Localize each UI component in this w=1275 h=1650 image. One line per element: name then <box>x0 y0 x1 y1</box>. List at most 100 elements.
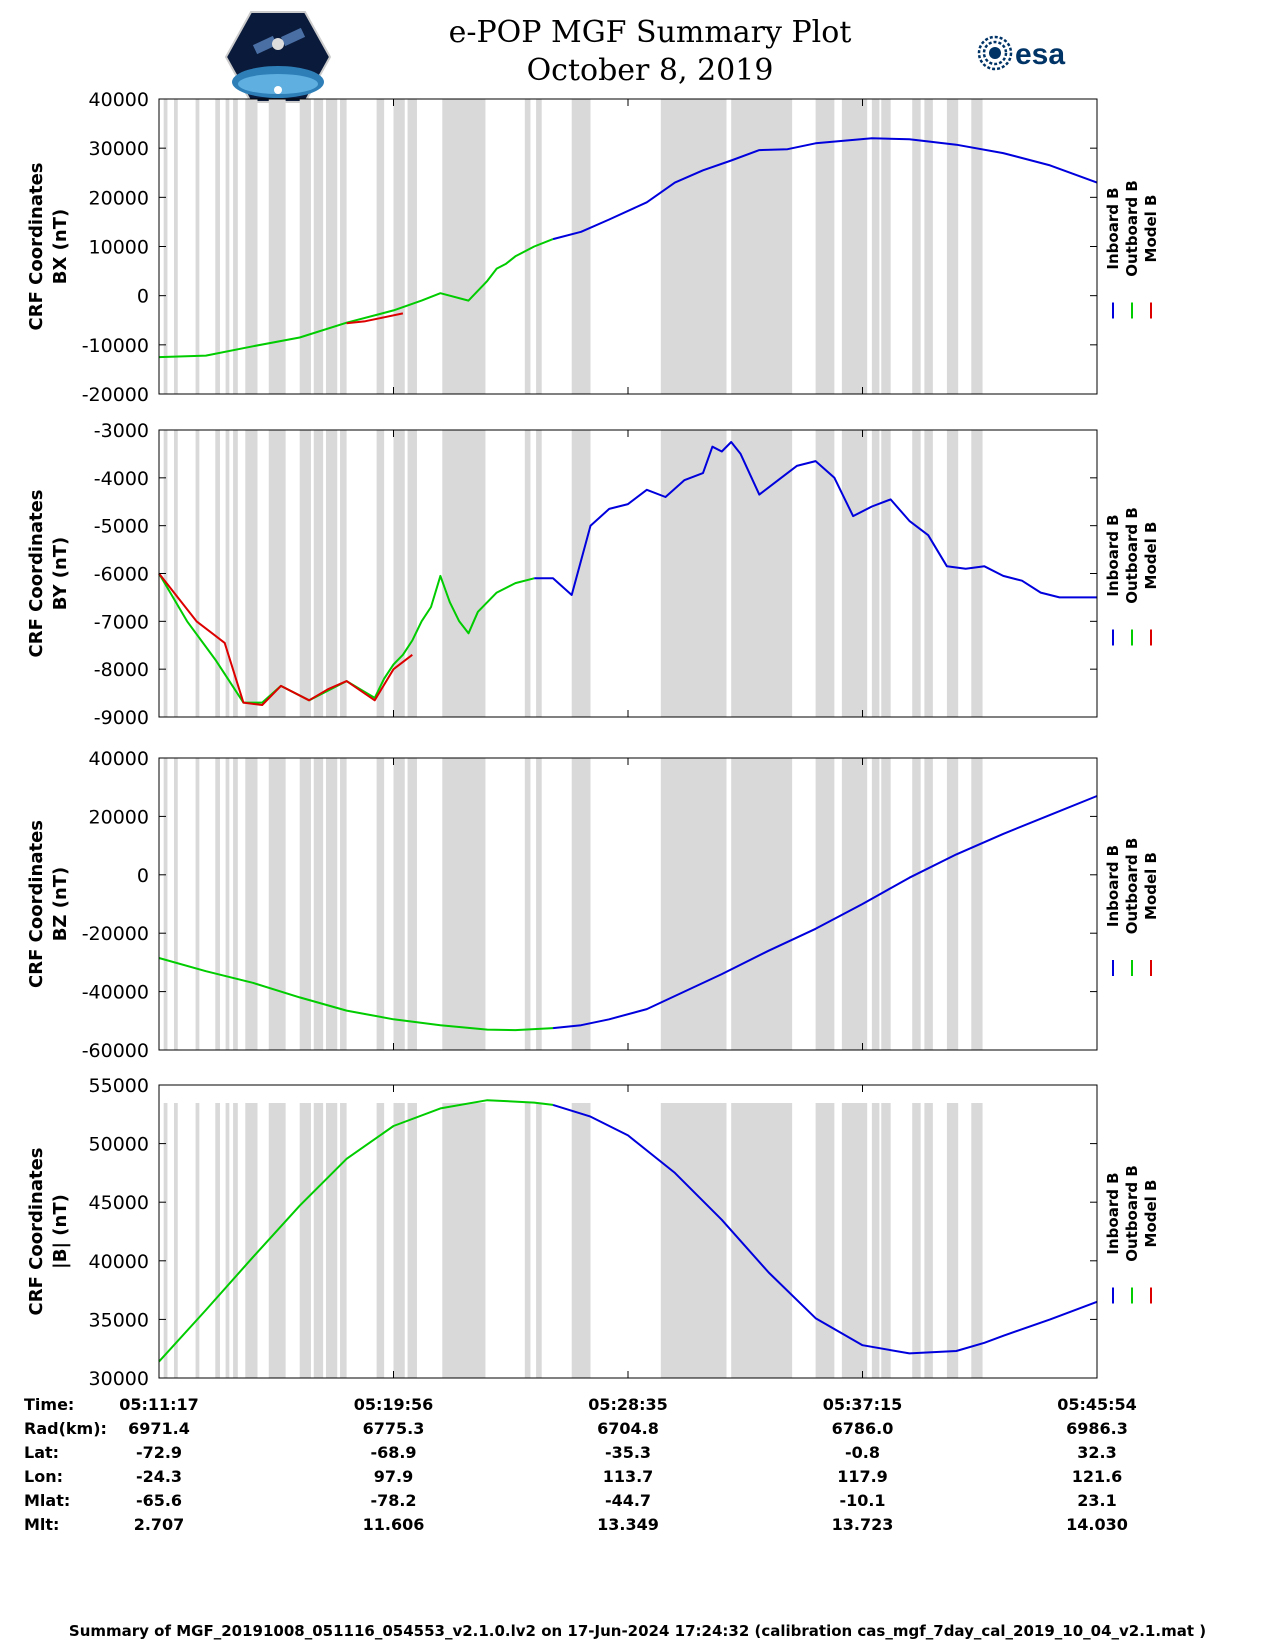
data-gap-band <box>376 1103 385 1378</box>
orbit-info-value: -24.3 <box>135 1467 183 1486</box>
y-tick-label: -9000 <box>94 707 149 729</box>
data-gap-band <box>524 99 531 394</box>
data-gap-band <box>946 1103 959 1378</box>
series-outboard-b <box>158 1099 554 1363</box>
y-tick-label: -60000 <box>82 1040 149 1062</box>
data-gap-band <box>225 1103 230 1378</box>
data-gap-band <box>313 758 324 1050</box>
orbit-info-value: -72.9 <box>135 1443 183 1462</box>
series-outboard-b <box>158 572 535 704</box>
data-gap-band <box>912 99 921 394</box>
y-tick-label: 0 <box>137 286 149 308</box>
orbit-info-value: -68.9 <box>370 1443 417 1462</box>
y-tick-label: 45000 <box>89 1192 149 1214</box>
y-tick-label: -40000 <box>82 982 149 1004</box>
data-gap-band <box>299 758 311 1050</box>
y-tick-label: 40000 <box>89 89 149 111</box>
data-gap-band <box>299 99 311 394</box>
esa-logo: esa <box>977 35 1065 71</box>
series-model-b <box>346 312 404 325</box>
data-gap-band <box>731 430 793 717</box>
data-gap-band <box>245 99 258 394</box>
data-gap-band <box>299 1103 311 1378</box>
data-gap-band <box>946 430 959 717</box>
data-gap-band <box>268 758 286 1050</box>
data-gap-band <box>871 1103 880 1378</box>
data-gap-band <box>731 758 793 1050</box>
legend-label: Model B <box>1142 195 1160 263</box>
data-gap-band <box>163 1103 168 1378</box>
data-gap-band <box>924 1103 933 1378</box>
data-gap-band <box>442 758 486 1050</box>
data-gap-band <box>215 430 220 717</box>
data-gap-band <box>871 758 880 1050</box>
y-tick-label: 35000 <box>89 1309 149 1331</box>
y-axis-label: CRF Coordinates <box>26 490 47 658</box>
data-gap-band <box>407 99 417 394</box>
orbit-info-value: 13.723 <box>831 1515 894 1534</box>
orbit-info-label: Lat: <box>24 1443 60 1462</box>
y-axis-label: CRF Coordinates <box>26 163 47 331</box>
data-gap-band <box>174 1103 178 1378</box>
data-gap-band <box>195 430 200 717</box>
orbit-info-value: 6986.3 <box>1066 1419 1128 1438</box>
data-gap-band <box>881 430 891 717</box>
data-gap-band <box>731 99 793 394</box>
plot-title: e-POP MGF Summary Plot <box>448 15 852 50</box>
data-gap-band <box>841 430 868 717</box>
data-gap-band <box>571 430 591 717</box>
data-gap-band <box>376 99 385 394</box>
y-tick-label: -6000 <box>94 564 149 586</box>
data-gap-band <box>971 430 983 717</box>
orbit-info-label: Rad(km): <box>24 1419 107 1438</box>
data-gap-band <box>233 99 238 394</box>
y-axis-unit-label: BX (nT) <box>50 209 71 284</box>
orbit-info-value: 13.349 <box>597 1515 659 1534</box>
orbit-info-value: -65.6 <box>135 1491 183 1510</box>
y-axis-unit-label: |B| (nT) <box>50 1194 71 1269</box>
data-gap-band <box>924 430 933 717</box>
series-outboard-b <box>158 957 554 1032</box>
esa-wordmark: esa <box>1015 38 1065 71</box>
series-inboard-b <box>534 441 1097 599</box>
series-inboard-b <box>552 795 1098 1030</box>
data-gap-band <box>233 430 238 717</box>
y-tick-label: 40000 <box>89 1251 149 1273</box>
data-gap-band <box>815 1103 835 1378</box>
y-tick-label: -4000 <box>94 468 149 490</box>
orbit-info-value: -35.3 <box>604 1443 652 1462</box>
orbit-info-value: -78.2 <box>370 1491 417 1510</box>
y-tick-label: 0 <box>137 865 149 887</box>
data-gap-band <box>215 99 220 394</box>
data-gap-band <box>841 99 868 394</box>
data-gap-band <box>881 1103 891 1378</box>
data-gap-band <box>195 1103 200 1378</box>
orbit-info-value: 113.7 <box>602 1467 654 1486</box>
orbit-info-value: 6775.3 <box>362 1419 425 1438</box>
data-gap-band <box>325 430 338 717</box>
data-gap-band <box>268 99 286 394</box>
orbit-info-value: 32.3 <box>1077 1443 1117 1462</box>
data-gap-band <box>340 99 347 394</box>
y-tick-label: 20000 <box>89 806 149 828</box>
orbit-info-value: 6704.8 <box>597 1419 659 1438</box>
y-tick-label: 20000 <box>89 187 149 209</box>
data-gap-band <box>407 430 417 717</box>
data-gap-band <box>536 758 542 1050</box>
data-gap-band <box>340 1103 347 1378</box>
data-gap-band <box>660 1103 727 1378</box>
data-gap-band <box>924 758 933 1050</box>
orbit-info-value: 05:28:35 <box>588 1395 668 1414</box>
data-gap-band <box>195 758 200 1050</box>
legend-label: Outboard B <box>1123 1165 1141 1262</box>
panel-bmag: 55000 50000 45000 40000 35000 30000 CRF Coordi… <box>26 1075 1160 1390</box>
y-tick-label: -5000 <box>94 516 149 538</box>
legend-label: Inboard B <box>1104 187 1122 269</box>
y-tick-label: 50000 <box>89 1134 149 1156</box>
orbit-info-label: Lon: <box>24 1467 63 1486</box>
data-gap-band <box>225 99 230 394</box>
data-gap-band <box>815 430 835 717</box>
orbit-info-value: 11.606 <box>362 1515 425 1534</box>
data-gap-band <box>299 430 311 717</box>
